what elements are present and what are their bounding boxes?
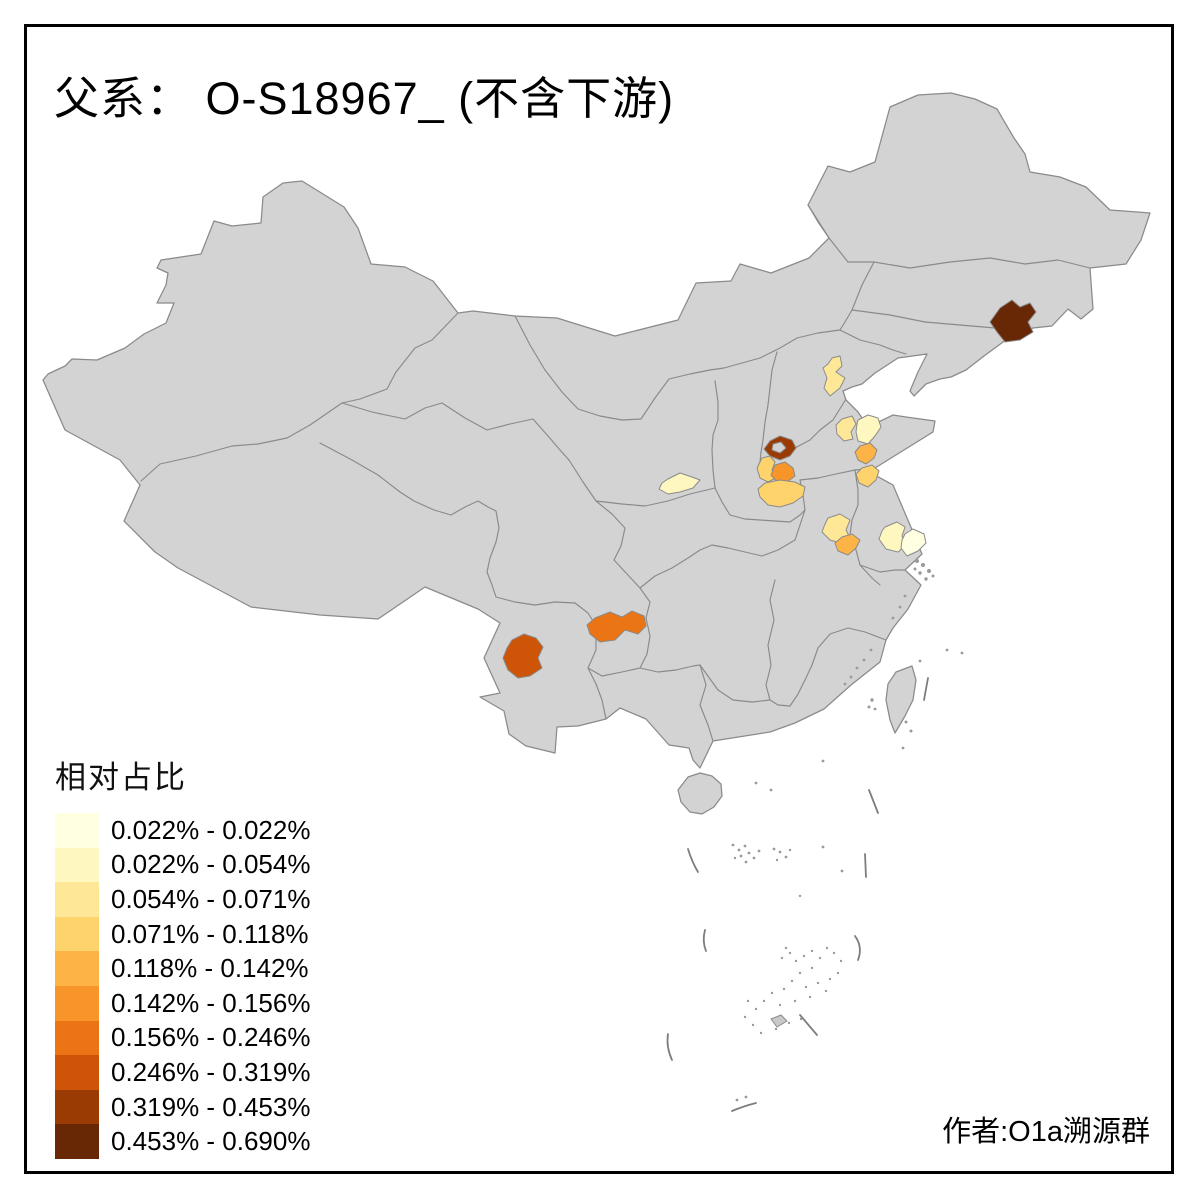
- legend-row: 0.453% - 0.690%: [55, 1124, 310, 1159]
- legend-swatch: [55, 882, 99, 917]
- legend-label: 0.453% - 0.690%: [111, 1126, 311, 1157]
- colored-region-r1: [989, 299, 1037, 343]
- legend-label: 0.142% - 0.156%: [111, 987, 311, 1018]
- legend-row: 0.022% - 0.054%: [55, 847, 311, 883]
- colored-region-r6: [770, 461, 796, 483]
- region-r4-enclave: [771, 441, 787, 454]
- colored-region-r8: [835, 415, 857, 442]
- colored-regions: [502, 299, 1037, 679]
- colored-region-r11: [855, 464, 880, 488]
- legend-label: 0.319% - 0.453%: [111, 1091, 311, 1122]
- china-mainland: [42, 92, 1151, 769]
- hainan-island: [677, 772, 723, 815]
- colored-region-r2: [822, 355, 846, 397]
- taiwan-island: [885, 665, 917, 734]
- legend-label: 0.022% - 0.022%: [111, 814, 311, 845]
- legend-row: 0.319% - 0.453%: [55, 1089, 311, 1125]
- colored-region-r7: [757, 479, 806, 508]
- legend-row: 0.071% - 0.118%: [55, 916, 310, 952]
- legend-swatch: [55, 813, 99, 848]
- legend-swatch: [55, 1089, 99, 1125]
- legend-swatch: [55, 1124, 99, 1159]
- colored-region-r3: [658, 472, 701, 495]
- legend-swatch: [55, 916, 99, 952]
- legend: 相对占比 0.022% - 0.022% 0.022% - 0.054% 0.0…: [55, 752, 310, 1159]
- legend-row: 0.156% - 0.246%: [55, 1020, 311, 1056]
- legend-label: 0.071% - 0.118%: [111, 918, 309, 949]
- legend-label: 0.156% - 0.246%: [111, 1022, 311, 1053]
- legend-swatch: [55, 847, 99, 883]
- small-islands: [731, 559, 964, 1102]
- colored-region-r16: [502, 633, 544, 679]
- legend-row: 0.142% - 0.156%: [55, 985, 311, 1021]
- legend-row: 0.118% - 0.142%: [55, 951, 310, 986]
- colored-region-r15: [900, 528, 927, 557]
- legend-row: 0.246% - 0.319%: [55, 1055, 310, 1090]
- colored-region-r17: [586, 610, 647, 643]
- legend-label: 0.246% - 0.319%: [111, 1056, 311, 1087]
- figure-title: 父系： O-S18967_ (不含下游): [54, 73, 675, 124]
- legend-row: 0.054% - 0.071%: [55, 882, 310, 917]
- colored-region-r10: [854, 442, 878, 465]
- legend-label: 0.022% - 0.054%: [111, 849, 311, 880]
- legend-swatch: [55, 1020, 99, 1056]
- legend-label: 0.054% - 0.071%: [111, 883, 311, 914]
- colored-region-r9: [855, 414, 882, 445]
- legend-label: 0.118% - 0.142%: [111, 953, 309, 984]
- legend-title: 相对占比: [55, 760, 187, 795]
- sea-dashes: [666, 677, 929, 1112]
- legend-row: 0.022% - 0.022%: [55, 813, 310, 848]
- attribution-text: 作者:O1a溯源群: [942, 1116, 1150, 1148]
- legend-swatch: [55, 951, 99, 986]
- legend-swatch: [55, 1055, 99, 1090]
- colored-region-r13: [834, 533, 861, 556]
- legend-swatch: [55, 985, 99, 1021]
